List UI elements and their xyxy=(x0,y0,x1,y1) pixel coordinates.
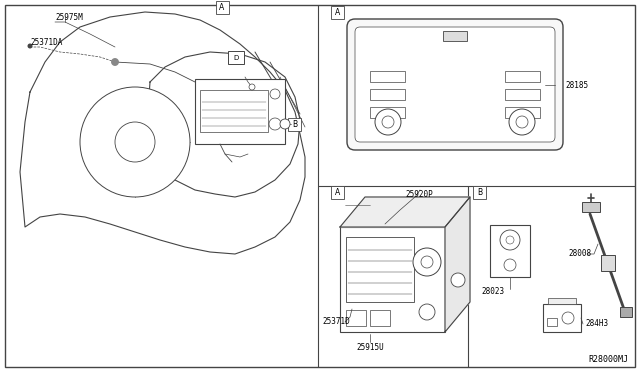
Bar xyxy=(582,202,600,212)
Circle shape xyxy=(413,248,441,276)
Circle shape xyxy=(375,109,401,135)
Bar xyxy=(620,307,632,317)
Bar xyxy=(505,107,540,118)
Circle shape xyxy=(562,312,574,324)
Bar xyxy=(370,107,405,118)
Circle shape xyxy=(421,256,433,268)
Circle shape xyxy=(270,89,280,99)
Bar xyxy=(370,310,390,326)
FancyBboxPatch shape xyxy=(355,27,555,142)
Text: 28023: 28023 xyxy=(481,288,504,296)
Bar xyxy=(370,89,405,100)
Text: R28000MJ: R28000MJ xyxy=(588,356,628,365)
Bar xyxy=(195,79,285,144)
Text: 25920P: 25920P xyxy=(405,189,433,199)
Text: A: A xyxy=(335,187,340,196)
Text: 25371D: 25371D xyxy=(322,317,349,327)
Circle shape xyxy=(451,273,465,287)
Bar xyxy=(505,89,540,100)
Bar xyxy=(443,31,467,41)
Bar xyxy=(601,255,615,271)
Circle shape xyxy=(500,230,520,250)
Text: 25975M: 25975M xyxy=(55,13,83,22)
Circle shape xyxy=(111,58,118,65)
Text: 25915U: 25915U xyxy=(356,343,384,352)
Bar xyxy=(543,304,581,332)
Text: 284H3: 284H3 xyxy=(585,320,608,328)
Bar xyxy=(474,186,486,199)
Text: A: A xyxy=(220,3,225,12)
Circle shape xyxy=(80,87,190,197)
Bar xyxy=(216,0,228,13)
Circle shape xyxy=(516,116,528,128)
Bar xyxy=(547,318,557,326)
Bar xyxy=(370,71,405,82)
Circle shape xyxy=(280,119,290,129)
Circle shape xyxy=(509,109,535,135)
Bar xyxy=(289,118,301,131)
Circle shape xyxy=(419,304,435,320)
Circle shape xyxy=(115,122,155,162)
Circle shape xyxy=(506,236,514,244)
Text: 28185: 28185 xyxy=(565,80,588,90)
Bar xyxy=(200,90,268,132)
Circle shape xyxy=(382,116,394,128)
Bar xyxy=(332,186,344,199)
Bar xyxy=(332,6,344,19)
Circle shape xyxy=(28,44,33,48)
Circle shape xyxy=(249,84,255,90)
Bar xyxy=(346,237,414,302)
Circle shape xyxy=(269,118,281,130)
FancyBboxPatch shape xyxy=(347,19,563,150)
Circle shape xyxy=(504,259,516,271)
Bar xyxy=(340,227,445,332)
Text: D: D xyxy=(234,55,239,61)
Bar xyxy=(505,71,540,82)
Bar xyxy=(490,225,530,277)
Text: 28008: 28008 xyxy=(568,250,591,259)
Bar xyxy=(548,298,576,304)
Polygon shape xyxy=(340,197,470,227)
Text: 25371DA: 25371DA xyxy=(30,38,62,46)
Bar xyxy=(228,51,244,64)
Bar xyxy=(346,310,366,326)
Text: B: B xyxy=(292,119,298,128)
Text: A: A xyxy=(335,7,340,16)
Text: B: B xyxy=(477,187,483,196)
Polygon shape xyxy=(445,197,470,332)
